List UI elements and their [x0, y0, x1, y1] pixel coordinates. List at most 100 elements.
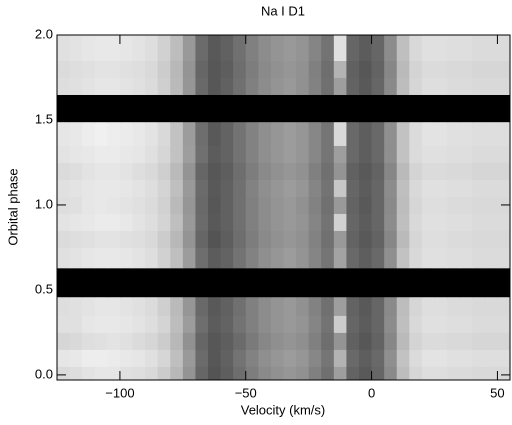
heatmap-cell	[132, 94, 146, 123]
heatmap-cell	[333, 332, 347, 350]
heatmap-cell	[421, 162, 435, 180]
heatmap-cell	[208, 230, 222, 248]
heatmap-cell	[384, 296, 398, 316]
heatmap-cell	[384, 267, 398, 298]
heatmap-cell	[245, 247, 259, 269]
heatmap-cell	[208, 179, 222, 197]
heatmap-cell	[145, 366, 159, 381]
heatmap-cell	[396, 296, 410, 316]
heatmap-cell	[384, 332, 398, 350]
heatmap-cell	[484, 179, 498, 197]
heatmap-cell	[396, 162, 410, 180]
heatmap-cell	[107, 230, 121, 248]
heatmap-cell	[472, 230, 486, 248]
heatmap-cell	[396, 77, 410, 95]
heatmap-cell	[220, 77, 234, 95]
heatmap-cell	[333, 94, 347, 123]
heatmap-cell	[245, 230, 259, 248]
heatmap-cell	[396, 230, 410, 248]
heatmap-cell	[283, 35, 297, 61]
heatmap-cell	[245, 162, 259, 180]
heatmap-cell	[107, 60, 121, 78]
heatmap-cell	[497, 332, 511, 350]
heatmap-cell	[434, 230, 448, 248]
heatmap-cell	[384, 366, 398, 381]
heatmap-cell	[384, 121, 398, 146]
heatmap-cell	[182, 77, 196, 95]
heatmap-cell	[233, 35, 247, 61]
heatmap-cell	[245, 121, 259, 146]
heatmap-cell	[396, 145, 410, 163]
heatmap-cell	[245, 213, 259, 231]
heatmap-cell	[384, 179, 398, 197]
heatmap-cell	[208, 121, 222, 146]
heatmap-cell	[296, 296, 310, 316]
heatmap-cell	[409, 315, 423, 333]
heatmap-cell	[220, 35, 234, 61]
heatmap-cell	[82, 267, 96, 298]
heatmap-cell	[270, 179, 284, 197]
heatmap-cell	[94, 94, 108, 123]
heatmap-cell	[107, 366, 121, 381]
heatmap-cell	[119, 35, 133, 61]
heatmap-cell	[447, 196, 461, 214]
heatmap-cell	[321, 35, 335, 61]
heatmap-cell	[182, 196, 196, 214]
heatmap-cell	[145, 162, 159, 180]
heatmap-cell	[346, 121, 360, 146]
heatmap-cell	[208, 366, 222, 381]
heatmap-cell	[132, 296, 146, 316]
heatmap-cell	[94, 267, 108, 298]
heatmap-cell	[434, 121, 448, 146]
heatmap-cell	[258, 213, 272, 231]
heatmap-cell	[459, 179, 473, 197]
heatmap-cell	[82, 247, 96, 269]
heatmap-cell	[195, 35, 209, 61]
heatmap-cell	[497, 162, 511, 180]
heatmap-cell	[107, 247, 121, 269]
heatmap-cell	[208, 296, 222, 316]
heatmap-cell	[220, 296, 234, 316]
heatmap-cell	[182, 315, 196, 333]
heatmap-cell	[409, 267, 423, 298]
heatmap-cell	[132, 179, 146, 197]
heatmap-cell	[195, 121, 209, 146]
heatmap-cell	[195, 145, 209, 163]
heatmap-cell	[82, 296, 96, 316]
heatmap-cell	[107, 121, 121, 146]
heatmap-cell	[497, 35, 511, 61]
heatmap-cell	[57, 60, 71, 78]
heatmap-cell	[308, 296, 322, 316]
heatmap-cell	[195, 247, 209, 269]
x-tick-label: −100	[105, 385, 134, 400]
heatmap-cell	[421, 267, 435, 298]
heatmap-cell	[371, 196, 385, 214]
heatmap-cell	[308, 145, 322, 163]
heatmap-cell	[346, 213, 360, 231]
heatmap-cell	[409, 213, 423, 231]
heatmap-cell	[69, 230, 83, 248]
x-tick-label: 50	[490, 385, 504, 400]
heatmap-cell	[245, 349, 259, 367]
heatmap-cell	[346, 366, 360, 381]
heatmap-cell	[296, 94, 310, 123]
heatmap-cell	[497, 60, 511, 78]
heatmap-cell	[82, 35, 96, 61]
heatmap-cell	[409, 35, 423, 61]
heatmap-cell	[270, 77, 284, 95]
heatmap-cell	[233, 196, 247, 214]
heatmap-cell	[220, 213, 234, 231]
heatmap-cell	[94, 77, 108, 95]
heatmap-cell	[132, 247, 146, 269]
heatmap-cell	[283, 366, 297, 381]
heatmap-cell	[119, 60, 133, 78]
heatmap-cell	[396, 332, 410, 350]
heatmap-cell	[145, 35, 159, 61]
heatmap-cell	[283, 162, 297, 180]
heatmap-cell	[220, 315, 234, 333]
heatmap-cell	[296, 366, 310, 381]
heatmap-cell	[132, 77, 146, 95]
heatmap-cell	[346, 77, 360, 95]
heatmap-cell	[107, 332, 121, 350]
